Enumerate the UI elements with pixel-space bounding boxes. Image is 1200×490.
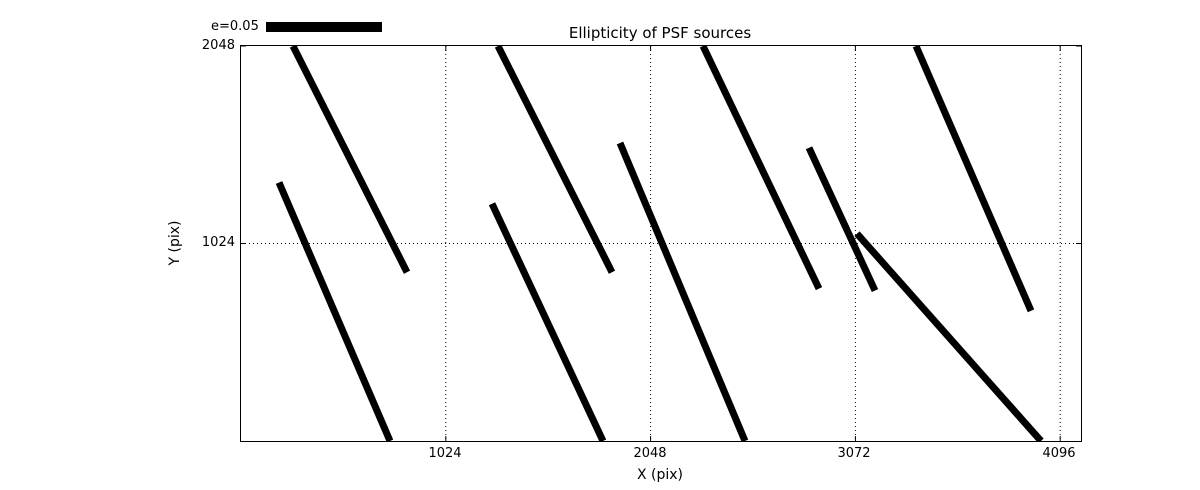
ellipticity-whisker (805, 146, 879, 293)
x-tick-label-1024: 1024 (428, 446, 462, 461)
legend: e=0.05 (211, 19, 382, 34)
ellipticity-whisker (494, 46, 616, 274)
ellipticity-whisker (289, 46, 411, 274)
x-axis-label: X (pix) (636, 467, 684, 483)
legend-scale-bar (265, 21, 382, 32)
ellipticity-whisker (699, 46, 823, 291)
legend-label: e=0.05 (211, 19, 259, 34)
whisker-segments (275, 46, 1044, 441)
ellipticity-whisker (616, 141, 749, 441)
ellipticity-whisker (854, 231, 1044, 441)
y-tick-label-2048: 2048 (201, 38, 235, 53)
ellipticity-whisker (275, 181, 394, 441)
ellipticity-whisker (912, 46, 1035, 313)
chart-title: Ellipticity of PSF sources (568, 24, 752, 42)
y-tick-label-1024: 1024 (201, 235, 235, 250)
x-tick-label-4096: 4096 (1042, 446, 1076, 461)
x-tick-label-2048: 2048 (633, 446, 667, 461)
whisker-plot-canvas (241, 46, 1081, 441)
plot-area (240, 45, 1082, 442)
ellipticity-whisker (488, 202, 607, 441)
y-axis-label: Y (pix) (167, 220, 183, 266)
x-tick-label-3072: 3072 (837, 446, 871, 461)
